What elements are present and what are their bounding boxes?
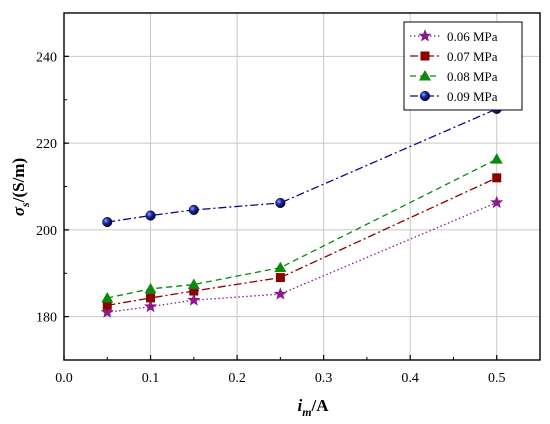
- legend-item: 0.06 MPa: [410, 29, 498, 44]
- y-tick-label: 220: [36, 137, 57, 152]
- legend-marker: [418, 29, 432, 42]
- series-point: [273, 287, 287, 300]
- series-point: [102, 217, 113, 228]
- legend: 0.06 MPa 0.07 MPa 0.08 MPa 0.09 MPa: [403, 21, 523, 111]
- series-point: [144, 282, 157, 294]
- x-tick-label: 0.0: [55, 371, 73, 386]
- x-axis-label: im/A: [297, 396, 329, 419]
- legend-item: 0.07 MPa: [410, 49, 498, 64]
- series-point: [490, 195, 504, 209]
- y-tick-label: 240: [36, 50, 57, 65]
- y-tick-label: 180: [36, 311, 57, 326]
- legend-item: 0.08 MPa: [410, 69, 498, 84]
- y-axis-label: σs/(S/m): [9, 158, 32, 216]
- series-point: [275, 273, 285, 283]
- series-line: [107, 177, 498, 306]
- x-tick-label: 0.5: [488, 371, 506, 386]
- legend-label: 0.06 MPa: [447, 29, 498, 44]
- series-point: [144, 299, 158, 313]
- y-axis-label-sub: s: [18, 202, 32, 208]
- series-point: [101, 291, 114, 303]
- series-point: [274, 261, 287, 273]
- x-axis-label-main: i: [297, 396, 302, 415]
- series-line: [107, 108, 497, 223]
- series-point: [490, 153, 503, 164]
- series-point: [145, 210, 156, 221]
- legend-label: 0.09 MPa: [447, 89, 498, 104]
- series-point: [275, 197, 286, 209]
- x-tick-label: 0.1: [142, 371, 160, 386]
- y-axis-label-main: σ: [9, 206, 28, 216]
- series-2: [101, 153, 503, 303]
- axis-ticks: 0.0 0.1 0.2 0.3 0.4 0.5 180 200 220 240: [36, 12, 541, 386]
- series-line: [107, 158, 498, 299]
- series-0: [100, 195, 504, 318]
- legend-item: 0.09 MPa: [410, 89, 498, 104]
- series-line: [107, 201, 497, 313]
- x-axis-label-sub: m: [302, 405, 311, 419]
- x-tick-label: 0.2: [228, 371, 246, 386]
- series-point: [100, 305, 114, 318]
- x-axis-label-rest: /A: [311, 396, 330, 415]
- series-point: [102, 300, 112, 310]
- series-point: [188, 204, 199, 215]
- legend-marker: [419, 70, 431, 81]
- series-point: [187, 278, 200, 290]
- legend-marker: [419, 90, 431, 102]
- series-1: [102, 173, 502, 310]
- plot-series: [100, 103, 504, 318]
- series-point: [189, 286, 199, 296]
- x-tick-label: 0.3: [315, 371, 333, 386]
- legend-label: 0.07 MPa: [447, 49, 498, 64]
- legend-marker: [420, 51, 430, 61]
- series-point: [146, 293, 156, 303]
- series-point: [492, 173, 502, 183]
- legend-label: 0.08 MPa: [447, 69, 498, 84]
- x-tick-label: 0.4: [401, 371, 419, 386]
- y-axis-label-rest: /(S/m): [9, 158, 28, 203]
- series-point: [187, 293, 201, 306]
- y-tick-label: 200: [36, 224, 57, 239]
- series-3: [102, 103, 502, 228]
